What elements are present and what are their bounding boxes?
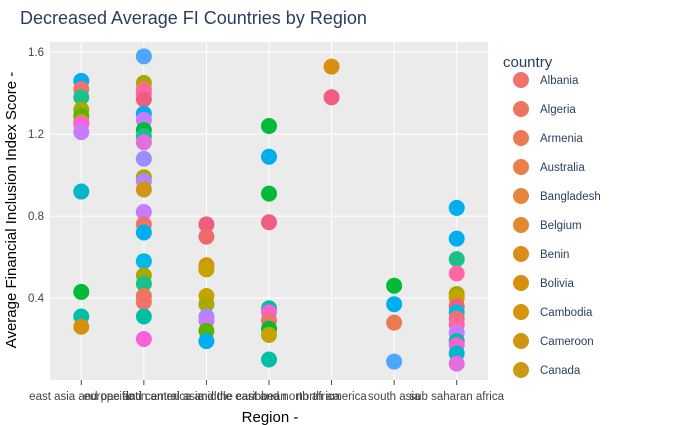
legend-marker[interactable] (513, 130, 529, 146)
data-point[interactable] (135, 150, 152, 167)
data-point[interactable] (198, 296, 215, 313)
legend-label[interactable]: Algeria (540, 104, 576, 116)
legend-label[interactable]: Benin (540, 249, 569, 261)
legend-label[interactable]: Canada (540, 365, 581, 377)
data-point[interactable] (135, 224, 152, 241)
data-point[interactable] (261, 326, 277, 343)
data-point[interactable] (198, 228, 215, 245)
x-tick-label: latin america and the caribbean (126, 391, 286, 403)
legend-label[interactable]: Belgium (540, 220, 582, 232)
legend-marker[interactable] (513, 188, 529, 204)
data-point[interactable] (448, 265, 465, 282)
legend-label[interactable]: Bangladesh (540, 191, 601, 203)
data-point[interactable] (386, 277, 403, 294)
data-point[interactable] (73, 89, 90, 106)
y-axis-title: Average Financial Inclusion Index Score … (3, 72, 20, 349)
legend-label[interactable]: Bolivia (540, 278, 574, 290)
data-point[interactable] (386, 314, 403, 331)
data-point[interactable] (198, 333, 215, 350)
legend-marker[interactable] (513, 72, 529, 88)
y-tick-label: 0.8 (28, 211, 44, 223)
x-tick-label: sub saharan africa (409, 391, 504, 403)
legend-label[interactable]: Armenia (540, 133, 583, 145)
data-point[interactable] (73, 183, 90, 200)
data-point[interactable] (135, 134, 152, 151)
data-points (73, 48, 465, 372)
data-point[interactable] (135, 91, 152, 108)
legend-marker[interactable] (513, 275, 529, 291)
x-tick-label: middle east and north africa (198, 391, 341, 403)
legend-marker[interactable] (513, 304, 529, 320)
legend-label[interactable]: Albania (540, 75, 579, 87)
chart-title: Decreased Average FI Countries by Region (20, 8, 367, 28)
data-point[interactable] (135, 275, 152, 292)
x-axis-title: Region - (242, 409, 299, 425)
data-point[interactable] (261, 351, 277, 368)
data-point[interactable] (73, 318, 90, 335)
data-point[interactable] (261, 117, 277, 134)
data-point[interactable] (261, 185, 277, 202)
y-axis-ticks: 0.4 0.8 1.2 1.6 (28, 47, 45, 305)
data-point[interactable] (323, 89, 340, 106)
legend-marker[interactable] (513, 159, 529, 175)
y-tick-label: 0.4 (28, 293, 45, 305)
data-point[interactable] (448, 199, 465, 216)
legend-label[interactable]: Australia (540, 162, 585, 174)
data-point[interactable] (135, 331, 152, 348)
data-point[interactable] (386, 353, 403, 370)
y-tick-label: 1.2 (28, 129, 44, 141)
data-point[interactable] (323, 58, 340, 75)
data-point[interactable] (261, 148, 277, 165)
x-tick-label: north america (296, 391, 367, 403)
data-point[interactable] (135, 253, 152, 270)
data-point[interactable] (135, 48, 152, 65)
data-point[interactable] (198, 261, 215, 278)
legend-marker[interactable] (513, 246, 529, 262)
x-tick-label: europe and central asia (84, 391, 205, 403)
data-point[interactable] (135, 181, 152, 198)
data-point[interactable] (135, 308, 152, 325)
legend-title: country (503, 54, 553, 71)
legend-marker[interactable] (513, 217, 529, 233)
legend-marker[interactable] (513, 333, 529, 349)
legend: country Albania Algeria Armenia Australia Ba… (503, 54, 601, 378)
data-point[interactable] (386, 296, 403, 313)
legend-label[interactable]: Cambodia (540, 307, 593, 319)
data-point[interactable] (198, 216, 215, 233)
legend-label[interactable]: Cameroon (540, 336, 594, 348)
data-point[interactable] (73, 283, 90, 300)
legend-marker[interactable] (513, 101, 529, 117)
data-point[interactable] (135, 294, 152, 311)
data-point[interactable] (135, 204, 152, 221)
data-point[interactable] (261, 214, 277, 231)
data-point[interactable] (448, 355, 465, 372)
x-tick-label: south asia (368, 391, 421, 403)
x-tick-label: east asia and pacific (29, 391, 133, 403)
data-point[interactable] (448, 251, 465, 268)
legend-marker[interactable] (513, 362, 529, 378)
y-tick-label: 1.6 (28, 47, 44, 59)
data-point[interactable] (73, 124, 90, 141)
data-point[interactable] (448, 230, 465, 247)
